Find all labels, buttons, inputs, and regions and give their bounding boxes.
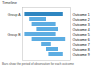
svg-text:Outcome 5: Outcome 5 <box>73 33 90 37</box>
html-text:Bars show the period of observ: Bars show the period of observation for … <box>2 62 74 66</box>
svg-text:Outcome 9: Outcome 9 <box>73 53 90 57</box>
svg-text:Outcome 7: Outcome 7 <box>73 43 90 47</box>
svg-text:Group B: Group B <box>7 33 21 37</box>
svg-text:Outcome 2: Outcome 2 <box>73 18 90 22</box>
svg-text:Outcome 3: Outcome 3 <box>73 23 90 27</box>
svg-text:Outcome 4: Outcome 4 <box>73 28 90 32</box>
svg-text:Outcome 1: Outcome 1 <box>73 13 90 17</box>
svg-text:Group A: Group A <box>8 13 22 17</box>
html-text:Timeline: Timeline <box>2 0 17 5</box>
svg-text:Outcome 6: Outcome 6 <box>73 38 90 42</box>
svg-text:Outcome 8: Outcome 8 <box>73 48 90 52</box>
